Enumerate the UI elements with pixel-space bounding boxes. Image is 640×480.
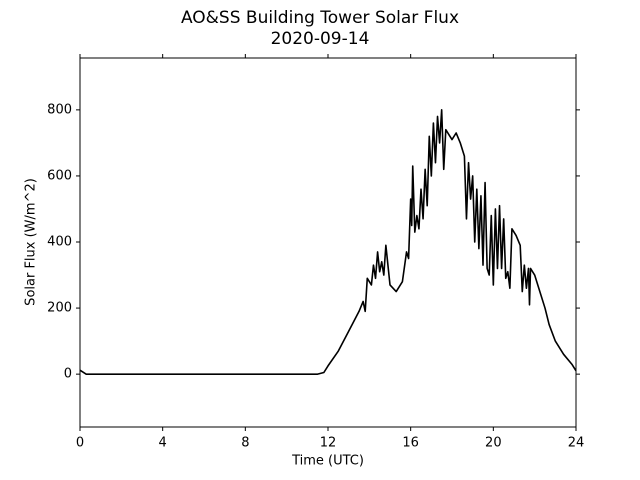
chart-title: AO&SS Building Tower Solar Flux <box>181 8 459 28</box>
x-tick-label: 0 <box>76 436 84 451</box>
y-tick-label: 200 <box>47 301 72 316</box>
y-axis-label: Solar Flux (W/m^2) <box>24 178 39 306</box>
y-tick-label: 600 <box>47 168 72 183</box>
y-tick-label: 400 <box>47 235 72 250</box>
x-tick-label: 12 <box>320 436 337 451</box>
x-tick-label: 8 <box>241 436 249 451</box>
x-tick-label: 16 <box>402 436 419 451</box>
x-axis-label: Time (UTC) <box>291 454 364 469</box>
x-tick-label: 4 <box>159 436 167 451</box>
chart-subtitle: 2020-09-14 <box>271 29 370 49</box>
x-tick-label: 24 <box>568 436 585 451</box>
plot-frame <box>79 57 577 428</box>
x-tick-label: 20 <box>485 436 502 451</box>
y-tick-label: 800 <box>47 102 72 117</box>
y-tick-label: 0 <box>64 367 72 382</box>
line-series <box>79 109 577 375</box>
